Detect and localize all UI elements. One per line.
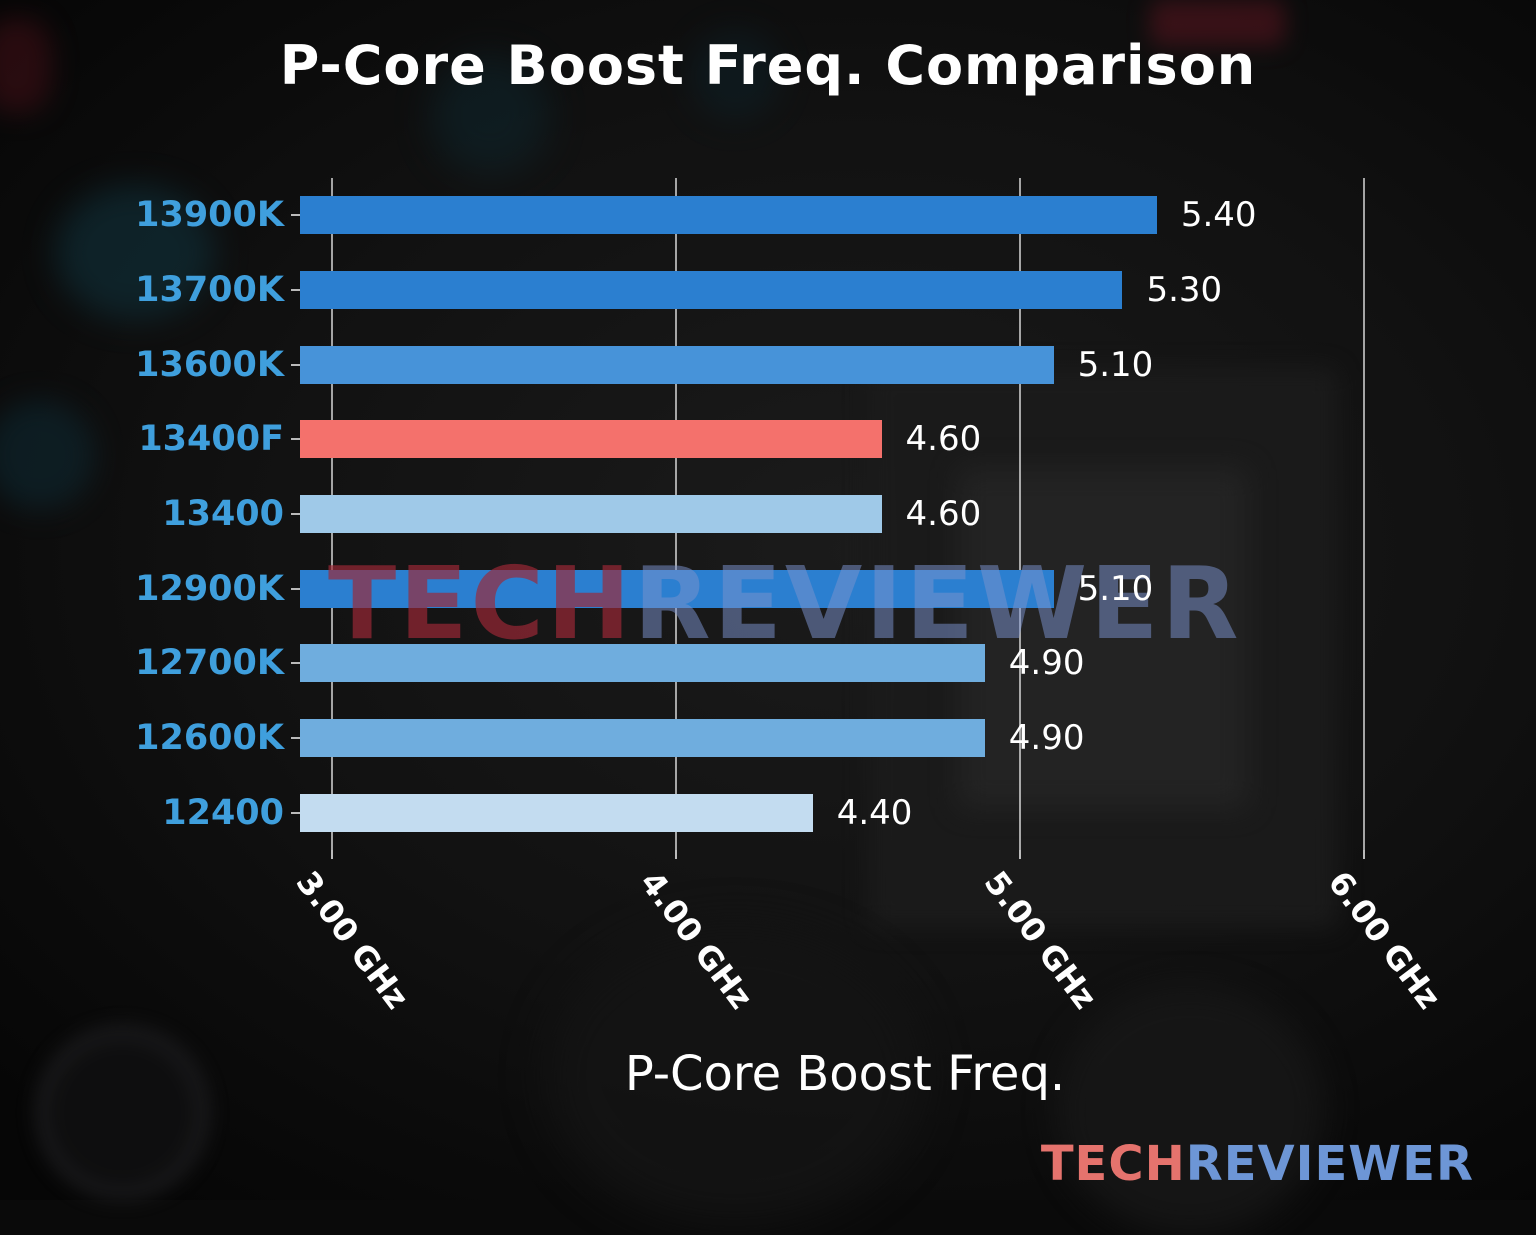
value-label: 4.90 (1008, 718, 1085, 759)
y-tick-mark (291, 289, 300, 291)
category-label: 13400F (138, 419, 284, 460)
x-tick-label: 5.00 GHz (976, 864, 1105, 1017)
value-label: 5.30 (1146, 270, 1223, 310)
bg-shape (0, 400, 95, 510)
category-label: 12900K (135, 568, 284, 609)
bar-row: 13400 4.60 (162, 477, 1470, 552)
x-tick-mark (1019, 850, 1022, 859)
bar-13900k (300, 196, 1157, 235)
brand-logo: TECHREVIEWER (1041, 1136, 1474, 1192)
bar-12700k (300, 644, 985, 683)
category-label: 13700K (135, 270, 284, 310)
bar-row: 12900K 5.10 (135, 551, 1470, 626)
bar-13600k (300, 345, 1054, 384)
category-label: 12600K (135, 718, 284, 759)
y-tick-mark (291, 737, 300, 740)
value-label: 5.10 (1077, 344, 1154, 385)
bg-shape (0, 18, 52, 113)
y-tick-mark (291, 587, 300, 590)
bar-12400 (300, 793, 813, 832)
bar-12600k (300, 719, 985, 758)
value-label: 4.40 (836, 792, 913, 833)
bar-row: 13400F 4.60 (138, 402, 1470, 477)
y-tick-mark (291, 662, 300, 665)
bar-row: 13900K 5.40 (135, 178, 1470, 253)
bar-row: 13700K 5.30 (135, 253, 1470, 328)
x-axis-label: P-Core Boost Freq. (624, 1046, 1066, 1102)
x-tick-mark (1363, 850, 1366, 859)
bar-13700k (300, 271, 1123, 309)
x-tick-label: 6.00 GHz (1320, 864, 1449, 1017)
y-tick-mark (291, 811, 300, 814)
value-label: 5.10 (1077, 568, 1154, 609)
bg-shape (55, 185, 215, 320)
bar-row: 12400 4.40 (162, 775, 1470, 850)
bg-shape (1150, 0, 1285, 46)
category-label: 13900K (135, 195, 284, 236)
bar-13400 (300, 495, 882, 534)
plot-area: 13900K 5.40 13700K 5.30 13600K 5.10 13400F 4.60… (135, 178, 1470, 1016)
y-tick-mark (291, 513, 300, 516)
category-label: 12700K (135, 643, 284, 684)
x-tick-label: 4.00 GHz (632, 864, 761, 1017)
bar-13400f (300, 420, 882, 459)
bg-shape (430, 55, 550, 175)
x-tick-mark (675, 850, 678, 859)
value-label: 5.40 (1180, 195, 1257, 236)
x-tick-label: 3.00 GHz (288, 864, 417, 1017)
brand-logo-tech: TECH (1040, 1136, 1186, 1192)
category-label: 13400 (162, 494, 284, 535)
y-tick-mark (291, 363, 300, 366)
bg-cpu-die (958, 468, 1248, 808)
bar-row: 12600K 4.90 (135, 701, 1470, 776)
bar-row: 12700K 4.90 (135, 626, 1470, 701)
bg-shape (35, 1025, 210, 1200)
y-tick-mark (291, 438, 300, 441)
chart-title: P-Core Boost Freq. Comparison (279, 34, 1257, 97)
bg-shape (1055, 985, 1325, 1235)
bar-12900k (300, 569, 1054, 608)
category-label: 12400 (162, 792, 284, 833)
bar-row: 13600K 5.10 (135, 327, 1470, 402)
bars-container: 13900K 5.40 13700K 5.30 13600K 5.10 13400F 4.60… (135, 178, 1470, 850)
x-tick-mark (330, 850, 333, 859)
brand-logo-reviewer: REVIEWER (1185, 1136, 1474, 1192)
category-label: 13600K (135, 344, 284, 385)
gridline (1019, 178, 1022, 850)
gridline (1363, 178, 1366, 850)
bg-shape (690, 30, 780, 120)
value-label: 4.60 (905, 494, 982, 535)
value-label: 4.90 (1008, 643, 1085, 684)
value-label: 4.60 (905, 419, 982, 460)
bg-shape (545, 925, 925, 1225)
y-tick-mark (291, 214, 300, 217)
